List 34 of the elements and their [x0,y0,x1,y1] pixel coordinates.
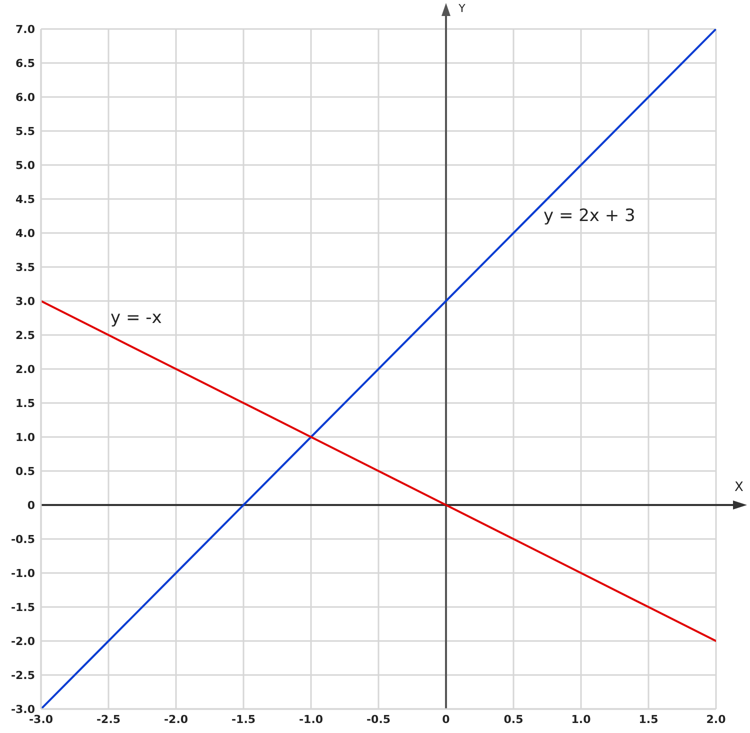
x-tick-label: 0.5 [504,712,524,726]
y-tick-label: 7.0 [16,22,36,36]
series-label: y = 2x + 3 [544,206,636,226]
x-tick-label: 0 [442,712,450,726]
y-axis-title: Y [458,2,466,15]
y-tick-label: -2.5 [10,668,35,682]
series-label: y = -x [110,308,162,328]
y-tick-label: 1.5 [16,396,35,410]
y-tick-label: 6.5 [16,56,35,70]
y-tick-label: 0 [27,498,36,512]
y-tick-label: 3.0 [16,294,36,308]
y-tick-label: 6.0 [16,90,36,104]
x-tick-label: 2.0 [706,712,726,726]
y-tick-label: -1.5 [10,600,35,614]
y-tick-label: -0.5 [10,532,35,546]
y-tick-label: 1.0 [16,430,36,444]
x-tick-label: 1.0 [571,712,592,726]
y-tick-label: 0.5 [16,464,35,478]
y-tick-label: 5.0 [16,158,36,172]
y-tick-label: 4.0 [16,226,36,240]
y-tick-label: 2.0 [16,362,36,376]
x-tick-label: -1.0 [298,712,324,726]
y-tick-label: 5.5 [16,124,35,138]
x-tick-label: -1.5 [231,712,256,726]
y-tick-label: 3.5 [16,260,35,274]
y-tick-label: -1.0 [10,566,36,580]
x-tick-label: -2.5 [96,712,121,726]
x-tick-label: 1.5 [638,712,658,726]
y-tick-label: -2.0 [10,634,36,648]
x-tick-label: -2.0 [164,712,188,726]
x-tick-label: -0.5 [366,712,391,726]
x-axis-title: X [734,480,744,495]
y-tick-label: 2.5 [16,328,35,342]
y-tick-label: 4.5 [16,192,35,206]
